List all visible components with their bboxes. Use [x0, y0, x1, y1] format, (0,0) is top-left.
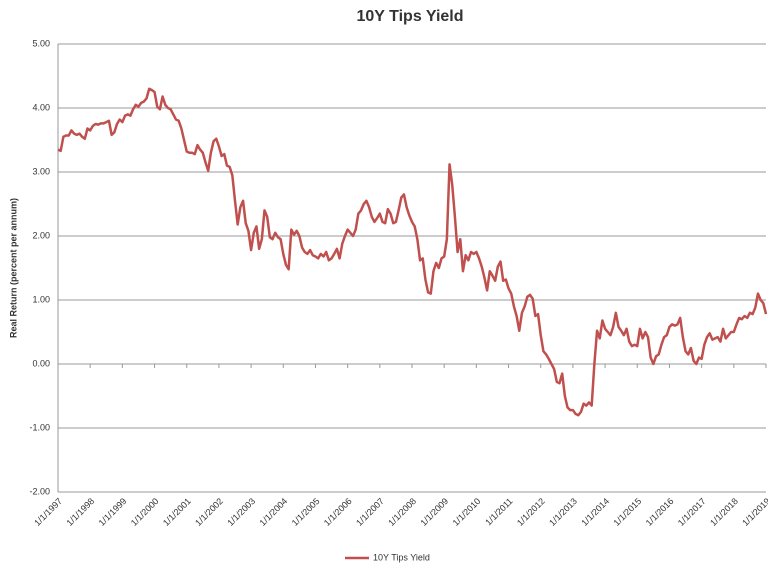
data-line — [57, 87, 768, 417]
x-tick-label: 1/1/2011 — [483, 496, 514, 527]
x-tick-label: 1/1/2007 — [354, 496, 386, 528]
y-tick-label: 3.00 — [32, 166, 50, 176]
x-tick-label: 1/1/2009 — [418, 496, 450, 528]
y-tick-label: -1.00 — [29, 422, 50, 432]
y-axis-label: Real Return (percent per annum) — [8, 198, 18, 338]
y-tick-label: 5.00 — [32, 38, 50, 48]
x-tick-label: 1/1/2002 — [193, 496, 225, 528]
x-tick-label: 1/1/2008 — [386, 496, 418, 528]
x-tick-label: 1/1/1997 — [32, 496, 64, 528]
x-tick-label: 1/1/2010 — [451, 496, 483, 528]
x-tick-label: 1/1/2015 — [612, 496, 644, 528]
x-tick-label: 1/1/2013 — [547, 496, 579, 528]
y-tick-label: 1.00 — [32, 294, 50, 304]
x-tick-label: 1/1/1998 — [64, 496, 96, 528]
x-tick-label: 1/1/2005 — [290, 496, 322, 528]
x-tick-label: 1/1/2014 — [579, 496, 611, 528]
x-tick-label: 1/1/1999 — [97, 496, 129, 528]
legend-label: 10Y Tips Yield — [373, 552, 430, 562]
x-tick-label: 1/1/2018 — [708, 496, 740, 528]
x-tick-label: 1/1/2004 — [258, 496, 290, 528]
x-tick-label: 1/1/2019 — [740, 496, 768, 528]
y-tick-label: 2.00 — [32, 230, 50, 240]
x-tick-label: 1/1/2016 — [644, 496, 676, 528]
y-tick-label: 4.00 — [32, 102, 50, 112]
x-tick-label: 1/1/2000 — [129, 496, 161, 528]
x-tick-label: 1/1/2006 — [322, 496, 354, 528]
x-tick-label: 1/1/2001 — [161, 496, 193, 528]
x-tick-label: 1/1/2003 — [225, 496, 257, 528]
chart-title: 10Y Tips Yield — [356, 8, 463, 25]
y-tick-label: 0.00 — [32, 358, 50, 368]
y-tick-label: -2.00 — [29, 486, 50, 496]
x-tick-label: 1/1/2017 — [676, 496, 708, 528]
x-tick-label: 1/1/2012 — [515, 496, 547, 528]
